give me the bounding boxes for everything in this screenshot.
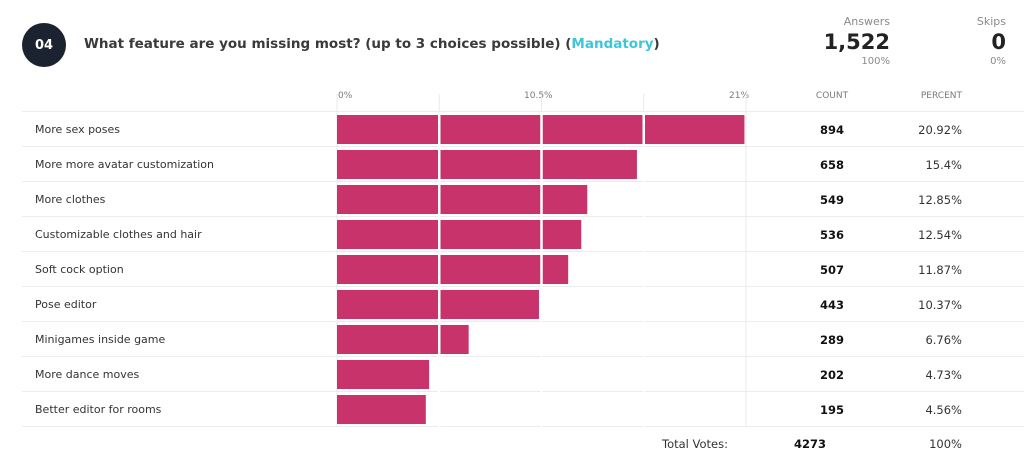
option-percent: 20.92% [918, 123, 962, 137]
table-row: More clothes 549 12.85% [22, 182, 1024, 217]
total-votes-label: Total Votes: [662, 437, 728, 451]
table-row: Better editor for rooms 195 4.56% [22, 392, 1024, 427]
option-label: More dance moves [35, 368, 140, 381]
table-row: Customizable clothes and hair 536 12.54% [22, 217, 1024, 252]
option-percent: 12.54% [918, 228, 962, 242]
table-row: More more avatar customization 658 15.4% [22, 147, 1024, 182]
x-tick-label-1: 10.5% [524, 91, 553, 101]
option-count: 195 [819, 403, 844, 417]
option-label: Minigames inside game [35, 333, 166, 346]
option-label: More clothes [35, 193, 106, 206]
skips-label: Skips [976, 15, 1006, 28]
option-label: More more avatar customization [35, 158, 214, 171]
count-column-header: COUNT [815, 91, 849, 101]
percent-column-header: PERCENT [920, 91, 962, 101]
option-percent: 15.4% [925, 158, 962, 172]
option-count: 658 [819, 158, 844, 172]
table-row: Minigames inside game 289 6.76% [22, 322, 1024, 357]
answers-label: Answers [843, 15, 890, 28]
option-percent: 10.37% [918, 298, 962, 312]
total-votes-count: 4273 [793, 437, 826, 451]
option-count: 536 [819, 228, 844, 242]
question-number-badge: 04 [22, 23, 66, 67]
option-count: 894 [819, 123, 844, 137]
question-title: What feature are you missing most? (up t… [84, 36, 660, 52]
option-percent: 4.56% [925, 403, 962, 417]
answers-value: 1,522 [823, 30, 890, 54]
option-count: 202 [819, 368, 844, 382]
x-tick-label-2: 21% [729, 91, 750, 101]
option-label: Soft cock option [35, 263, 124, 276]
question-title-text: What feature are you missing most? (up t… [84, 36, 572, 52]
answers-stat: Answers 1,522 100% [824, 15, 890, 67]
x-tick-label-0: 0% [338, 91, 353, 101]
total-votes-percent: 100% [929, 437, 962, 451]
option-percent: 4.73% [925, 368, 962, 382]
option-label: Better editor for rooms [35, 403, 162, 416]
option-label: Pose editor [35, 298, 97, 311]
option-percent: 12.85% [918, 193, 962, 207]
option-count: 549 [819, 193, 844, 207]
option-count: 507 [819, 263, 844, 277]
skips-value: 0 [991, 30, 1006, 54]
table-row: Pose editor 443 10.37% [22, 287, 1024, 322]
table-top-divider [22, 111, 1024, 112]
table-row: More sex poses 894 20.92% [22, 112, 1024, 147]
mandatory-tag: Mandatory [571, 36, 654, 52]
option-count: 443 [819, 298, 844, 312]
question-title-end: ) [653, 36, 660, 52]
answers-percent: 100% [861, 56, 890, 67]
option-percent: 6.76% [925, 333, 962, 347]
option-label: Customizable clothes and hair [35, 228, 202, 241]
option-percent: 11.87% [918, 263, 962, 277]
skips-percent: 0% [990, 56, 1006, 67]
table-row: Soft cock option 507 11.87% [22, 252, 1024, 287]
table-row: More dance moves 202 4.73% [22, 357, 1024, 392]
skips-stat: Skips 0 0% [977, 15, 1006, 67]
option-label: More sex poses [35, 123, 121, 136]
option-count: 289 [819, 333, 844, 347]
